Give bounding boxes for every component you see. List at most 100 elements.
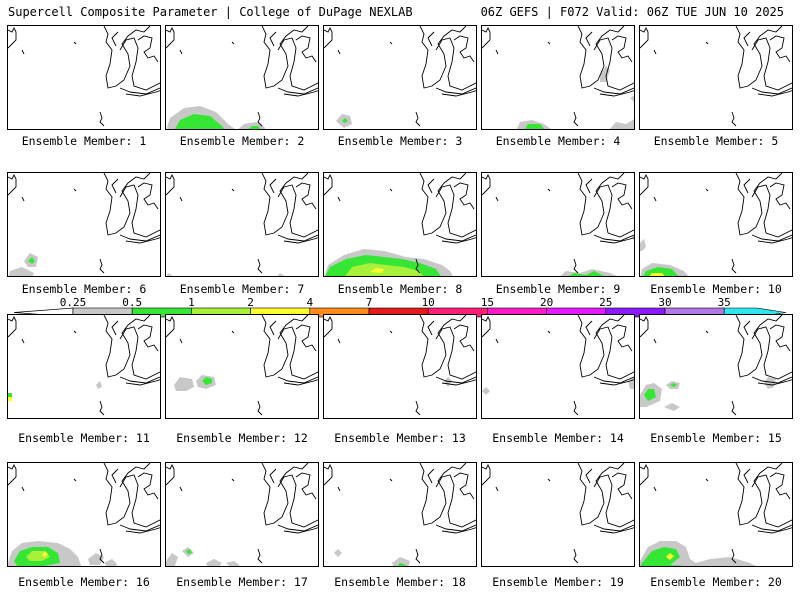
coastline [277, 326, 318, 380]
coastline [751, 234, 792, 242]
member-caption: Ensemble Member: 6 [21, 282, 147, 296]
coastline [453, 324, 475, 352]
coastline [577, 173, 625, 236]
scp-contour [8, 393, 12, 397]
coastline [257, 548, 263, 564]
coastline [482, 173, 491, 196]
scp-contour [644, 559, 654, 565]
map-panel [165, 314, 319, 419]
member-caption: Ensemble Member: 12 [176, 431, 308, 445]
coastline [419, 26, 467, 89]
coastline [277, 376, 318, 384]
coastline [99, 400, 105, 416]
colorbar-label: 35 [717, 296, 731, 309]
coastline [125, 379, 160, 386]
coastline [757, 379, 792, 386]
map-svg [8, 463, 160, 566]
map-svg [482, 173, 634, 276]
scp-contour [628, 376, 634, 389]
coastline [125, 237, 160, 244]
coastline [73, 188, 77, 192]
scp-contour [96, 381, 102, 389]
coastline [573, 111, 579, 127]
colorbar-label: 20 [539, 296, 554, 309]
coastline [441, 379, 476, 386]
map-svg [482, 463, 634, 564]
colorbar-label: 7 [365, 296, 373, 309]
scp-contour [206, 559, 222, 566]
coastline [419, 173, 467, 236]
member-caption: Ensemble Member: 4 [495, 134, 621, 148]
coastline [166, 173, 175, 196]
coastline [295, 35, 317, 63]
member-caption: Ensemble Member: 3 [337, 134, 463, 148]
title-right: 06Z GEFS | F072 Valid: 06Z TUE JUN 10 20… [480, 5, 784, 19]
coastline [705, 478, 709, 482]
coastline [99, 111, 105, 127]
coastline [653, 196, 657, 202]
coastline [277, 184, 318, 238]
coastline [166, 26, 175, 49]
coastline [547, 478, 551, 482]
coastline [585, 31, 593, 47]
colorbar-label: 25 [599, 296, 613, 309]
coastline [415, 111, 421, 127]
coastline [593, 234, 634, 242]
coastline [324, 173, 333, 196]
scp-contour [397, 563, 406, 566]
coastline [119, 474, 160, 528]
map-svg [482, 315, 634, 416]
coastline [277, 37, 318, 91]
coastline [751, 326, 792, 380]
coastline [441, 237, 476, 244]
coastline [119, 184, 160, 238]
map-panel [323, 25, 477, 130]
coastline [295, 472, 317, 500]
coastline [419, 463, 467, 526]
coastline [389, 41, 393, 45]
scp-contour [186, 549, 192, 554]
coastline [743, 468, 751, 484]
coastline [611, 182, 633, 210]
coastline [705, 41, 709, 45]
coastline [573, 258, 579, 274]
coastline [137, 182, 159, 210]
coastline [731, 400, 737, 416]
coastline [757, 527, 792, 534]
coastline [640, 26, 649, 49]
scp-contour [609, 119, 634, 129]
map-panel [323, 462, 477, 567]
coastline [257, 258, 263, 274]
map-panel [7, 172, 161, 277]
coastline [482, 26, 491, 49]
coastline [547, 188, 551, 192]
coastline [751, 87, 792, 95]
coastline [389, 478, 393, 482]
coastline [99, 548, 105, 564]
map-svg [640, 173, 792, 276]
coastline [166, 315, 175, 338]
coastline [743, 31, 751, 47]
coastline [119, 37, 160, 91]
coastline [103, 315, 151, 378]
coastline [585, 320, 593, 336]
member-caption: Ensemble Member: 13 [334, 431, 466, 445]
map-svg [8, 315, 160, 416]
coastline [283, 379, 318, 386]
member-caption: Ensemble Member: 10 [650, 282, 782, 296]
coastline [482, 315, 491, 338]
coastline [324, 463, 333, 486]
coastline [757, 237, 792, 244]
coastline [283, 527, 318, 534]
coastline [324, 315, 333, 338]
coastline [389, 330, 393, 334]
scp-contour [444, 377, 452, 387]
coastline [179, 196, 183, 202]
scp-contour [525, 124, 545, 129]
coastline [731, 258, 737, 274]
coastline [599, 237, 634, 244]
map-svg [640, 315, 792, 416]
coastline [415, 548, 421, 564]
member-caption: Ensemble Member: 2 [179, 134, 305, 148]
coastline [21, 338, 25, 344]
